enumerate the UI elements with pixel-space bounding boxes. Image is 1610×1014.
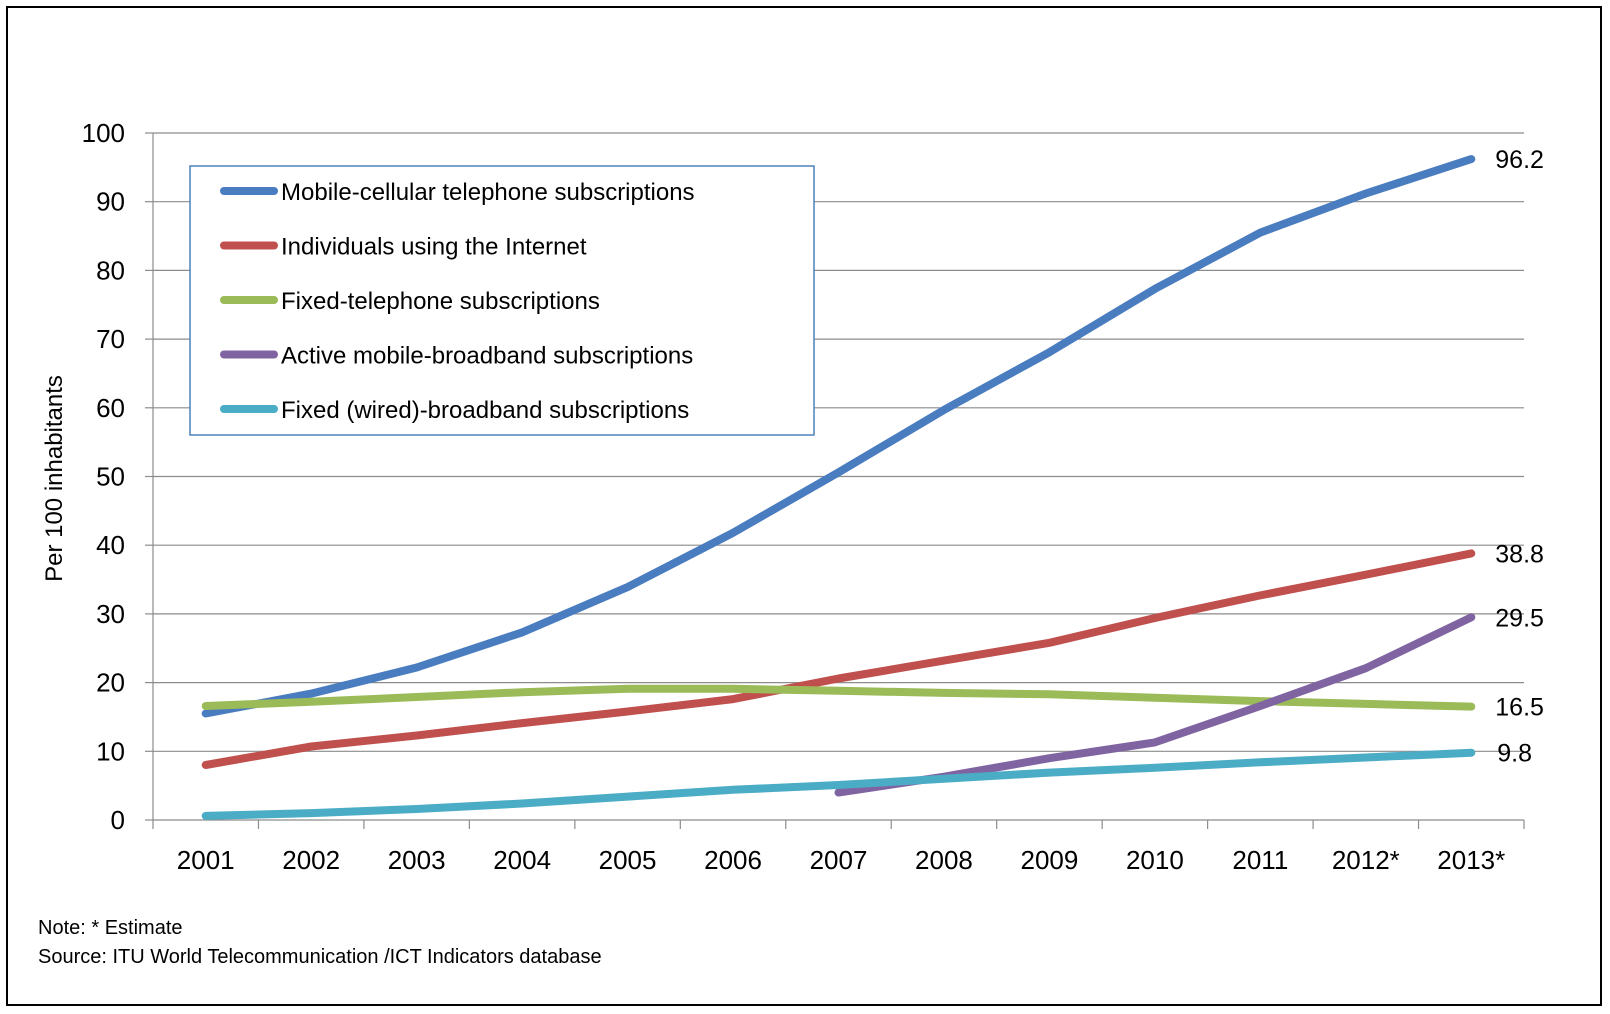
y-tick-label: 50 (96, 462, 125, 492)
x-tick-label: 2001 (177, 845, 235, 875)
y-axis-label: Per 100 inhabitants (41, 375, 68, 582)
y-tick-label: 60 (96, 393, 125, 423)
legend-entry: Active mobile-broadband subscriptions (281, 343, 693, 370)
series-line-4 (201, 748, 1476, 820)
legend-entry: Fixed-telephone subscriptions (281, 288, 600, 315)
x-tick-label: 2005 (599, 845, 657, 875)
legend-entry: Individuals using the Internet (281, 234, 587, 261)
x-tick-label: 2008 (915, 845, 973, 875)
y-tick-label: 90 (96, 187, 125, 217)
series-line-0 (201, 155, 1476, 718)
y-tick-label: 40 (96, 530, 125, 560)
x-tick-label: 2003 (388, 845, 446, 875)
x-tick-label: 2011 (1232, 845, 1288, 875)
chart-source: Source: ITU World Telecommunication /ICT… (38, 946, 602, 968)
x-tick-label: 2012* (1332, 845, 1400, 875)
x-tick-label: 2002 (282, 845, 340, 875)
data-label: 16.5 (1495, 694, 1544, 722)
x-tick-label: 2009 (1021, 845, 1079, 875)
y-tick-label: 100 (82, 118, 125, 148)
data-label: 9.8 (1497, 740, 1532, 768)
legend-entry: Mobile-cellular telephone subscriptions (281, 179, 695, 206)
series-line-2 (201, 684, 1476, 711)
chart-note: Note: * Estimate (38, 917, 183, 939)
y-tick-label: 70 (96, 324, 125, 354)
x-tick-label: 2010 (1126, 845, 1184, 875)
y-tick-label: 80 (96, 255, 125, 285)
y-axis-ticks: 0 10 20 30 40 50 60 70 80 90 100 (82, 118, 153, 835)
y-tick-label: 0 (111, 805, 125, 835)
data-label: 96.2 (1495, 146, 1544, 174)
y-tick-label: 20 (96, 668, 125, 698)
legend-entry: Fixed (wired)-broadband subscriptions (281, 397, 689, 424)
legend-box (189, 165, 815, 436)
data-label: 29.5 (1495, 604, 1544, 632)
y-tick-label: 10 (96, 736, 125, 766)
series-lines (201, 155, 1476, 820)
x-tick-label: 2007 (810, 845, 868, 875)
x-tick-label: 2004 (493, 845, 551, 875)
series-line-1 (201, 549, 1476, 769)
x-tick-label: 2013* (1437, 845, 1505, 875)
legend: Mobile-cellular telephone subscriptions I… (189, 165, 815, 436)
data-label: 38.8 (1495, 540, 1544, 568)
x-tick-label: 2006 (704, 845, 762, 875)
data-labels: 96.2 38.8 16.5 29.5 9.8 (1495, 146, 1544, 768)
x-axis: 2001 2002 2003 2004 2005 2006 2007 2008 2009 2010… (152, 819, 1525, 875)
y-tick-label: 30 (96, 599, 125, 629)
